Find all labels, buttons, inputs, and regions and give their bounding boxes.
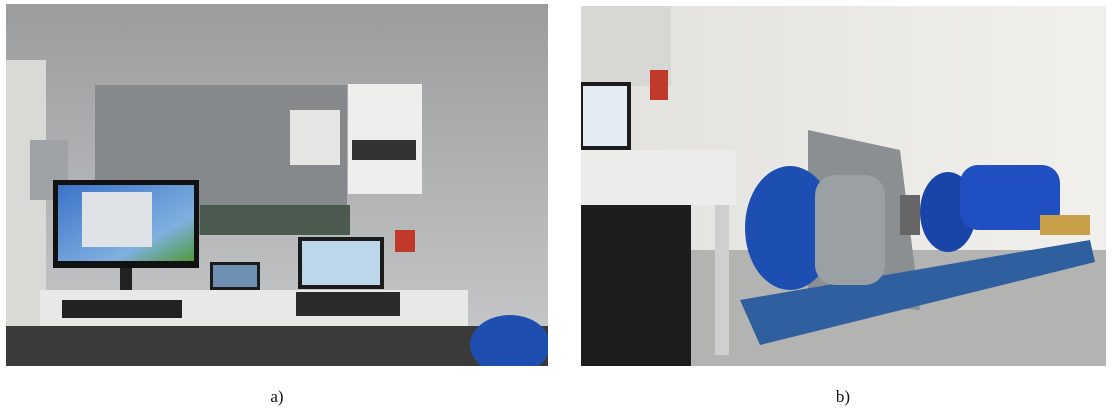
- keyboard: [62, 300, 182, 318]
- socket: [650, 70, 668, 100]
- page: {"figure": {"panels": [{"label": "a)"}, …: [0, 0, 1112, 412]
- window: [82, 192, 152, 247]
- laptop-base: [296, 292, 400, 316]
- floor: [6, 326, 548, 366]
- laptop-screen: [302, 241, 380, 285]
- figure: a) b): [0, 0, 1112, 412]
- inverter-small: [290, 110, 340, 165]
- caption-a: a): [270, 387, 283, 406]
- chair: [581, 205, 691, 366]
- small-laptop-screen: [213, 265, 257, 287]
- block: [1040, 215, 1090, 235]
- inverter-display: [352, 140, 416, 160]
- rotor: [815, 175, 885, 285]
- monitor-stand: [120, 268, 132, 290]
- photo-b: [581, 6, 1106, 366]
- socket: [395, 230, 415, 252]
- terminal-row: [200, 205, 350, 235]
- desk-leg: [715, 205, 729, 355]
- caption-b: b): [836, 387, 850, 406]
- inverter: [348, 84, 422, 194]
- laptop-screen: [583, 86, 627, 146]
- motor: [470, 315, 550, 375]
- photo-a: [6, 4, 550, 375]
- desk: [581, 150, 736, 205]
- coupling: [900, 195, 920, 235]
